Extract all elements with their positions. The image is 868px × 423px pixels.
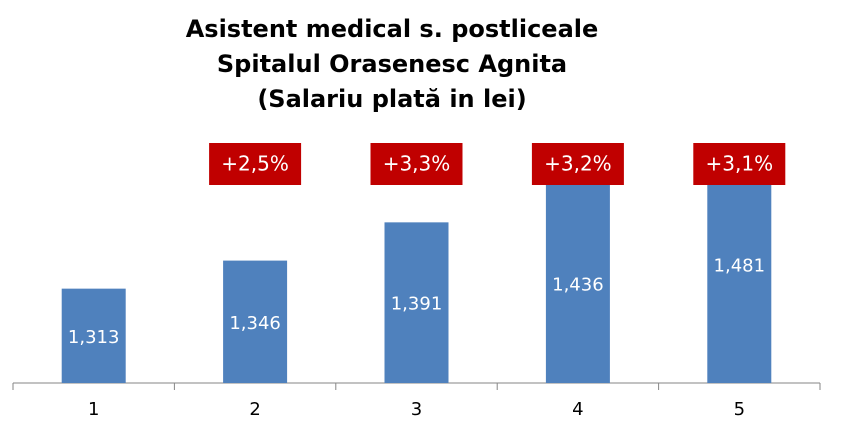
x-tick-label: 1 <box>88 399 99 420</box>
annotation-box <box>531 143 624 185</box>
annotation: +3,1% <box>706 152 774 176</box>
chart-title: Spitalul Orasenesc Agnita <box>217 50 567 78</box>
annotation-box <box>209 143 302 185</box>
annotation: +3,2% <box>544 152 612 176</box>
bar <box>223 260 288 383</box>
x-tick-label: 5 <box>734 399 745 420</box>
bar <box>384 222 449 383</box>
annotation-box <box>693 143 786 185</box>
annotation-box <box>370 143 463 185</box>
chart-title: Asistent medical s. postliceale <box>186 15 599 43</box>
bar <box>707 145 772 383</box>
value-label: 1,481 <box>714 255 766 276</box>
annotation: +2,5% <box>221 152 289 176</box>
value-label: 1,313 <box>68 327 120 348</box>
value-label: 1,436 <box>552 275 604 296</box>
value-label: 1,346 <box>229 313 281 334</box>
x-tick-label: 3 <box>411 399 422 420</box>
annotation: +3,3% <box>383 152 451 176</box>
x-tick-label: 4 <box>572 399 583 420</box>
x-tick-label: 2 <box>249 399 260 420</box>
bar <box>61 288 126 383</box>
bar <box>545 184 610 383</box>
chart-title: (Salariu plată in lei) <box>257 85 526 113</box>
value-label: 1,391 <box>391 294 443 315</box>
